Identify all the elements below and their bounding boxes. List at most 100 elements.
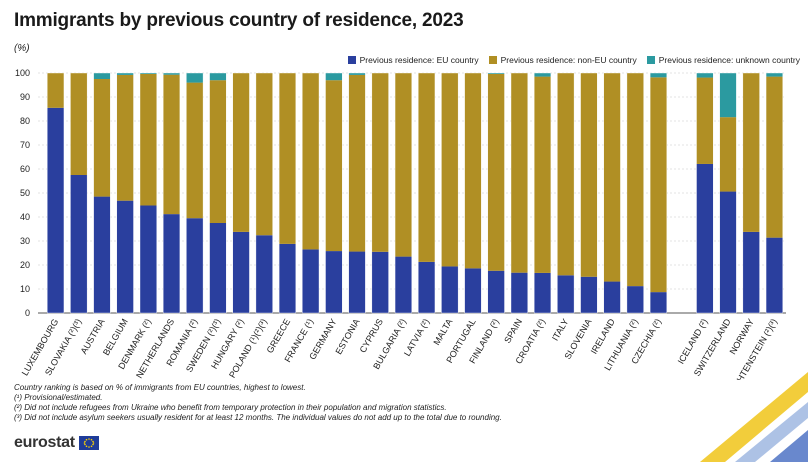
bar-segment-eu [487, 270, 505, 313]
y-tick-label: 40 [20, 212, 30, 222]
y-tick-label: 70 [20, 140, 30, 150]
legend: Previous residence: EU country Previous … [347, 55, 800, 65]
y-tick-label: 50 [20, 188, 30, 198]
footnote-provisional: (¹) Provisional/estimated. [14, 393, 103, 402]
bar-segment-non-eu [603, 73, 621, 282]
bar-outline [487, 72, 505, 314]
bar-outline [139, 72, 157, 314]
bar-segment-non-eu [186, 82, 204, 219]
legend-swatch-non-eu [488, 56, 497, 64]
bars [47, 72, 783, 314]
bar-segment-non-eu [348, 74, 366, 252]
legend-label-unknown: Previous residence: unknown country [658, 55, 800, 65]
bar-segment-non-eu [742, 73, 760, 232]
bar-segment-non-eu [580, 73, 598, 277]
bar-segment-unknown [696, 73, 714, 78]
bar-segment-unknown [209, 73, 227, 81]
bar-outline [557, 72, 575, 314]
bar-segment-non-eu [70, 73, 88, 175]
bar-segment-non-eu [626, 73, 644, 287]
bar-segment-eu [163, 214, 180, 313]
bar-segment-non-eu [487, 73, 505, 271]
bar-segment-eu [742, 231, 760, 313]
bar-segment-unknown [325, 73, 343, 81]
bar-segment-eu [719, 191, 737, 313]
bar-segment-non-eu [302, 73, 320, 250]
bar-outline [649, 72, 668, 314]
bar-outline [162, 72, 181, 314]
bar-segment-non-eu [47, 73, 64, 108]
bar-segment-non-eu [371, 73, 389, 252]
bar-segment-eu [511, 272, 528, 313]
bar-outline [603, 72, 621, 314]
y-tick-label: 60 [20, 164, 30, 174]
bar-outline [70, 72, 88, 314]
bar-outline [47, 72, 65, 314]
bar-segment-non-eu [719, 117, 737, 192]
legend-label-eu: Previous residence: EU country [359, 55, 479, 65]
bar-segment-eu [395, 256, 412, 313]
bar-segment-non-eu [696, 77, 714, 164]
bar-segment-non-eu [464, 73, 482, 269]
bar-segment-eu [464, 268, 482, 313]
bar-segment-non-eu [534, 76, 551, 273]
bar-segment-eu [70, 175, 88, 313]
bar-segment-unknown [534, 73, 551, 77]
bar-outline [93, 72, 111, 314]
bar-segment-unknown [766, 73, 783, 77]
bar-segment-non-eu [232, 73, 250, 232]
bar-segment-eu [302, 249, 320, 313]
bar-segment-non-eu [140, 73, 157, 206]
bar-segment-non-eu [163, 74, 180, 215]
bar-outline [580, 72, 598, 314]
bar-segment-eu [696, 163, 714, 313]
bar-segment-non-eu [255, 73, 273, 236]
legend-swatch-unknown [646, 56, 655, 64]
y-axis-ticks: 0 10 20 30 40 50 60 70 80 90 100 [15, 68, 30, 318]
bar-outline [371, 72, 389, 314]
bar-segment-eu [279, 243, 296, 313]
bar-segment-eu [766, 237, 783, 313]
bar-segment-non-eu [418, 73, 435, 262]
bar-outline [186, 72, 204, 314]
legend-swatch-eu [347, 56, 356, 64]
bar-segment-eu [47, 107, 64, 313]
bar-segment-eu [255, 235, 273, 313]
bar-segment-unknown [116, 73, 134, 75]
y-tick-label: 90 [20, 92, 30, 102]
bar-segment-eu [557, 275, 575, 313]
bar-outline [765, 72, 783, 314]
logo-text: eurostat [14, 434, 75, 451]
bar-segment-eu [418, 261, 435, 313]
bar-outline [348, 72, 366, 314]
bar-segment-non-eu [766, 76, 783, 238]
bar-outline [418, 72, 436, 314]
bar-outline [510, 72, 528, 314]
bar-segment-eu [534, 272, 551, 313]
bar-segment-unknown [650, 73, 667, 78]
grid-lines [38, 72, 786, 314]
bar-segment-eu [580, 276, 598, 313]
bar-segment-eu [348, 251, 366, 313]
bar-segment-unknown [163, 73, 180, 75]
chart-title: Immigrants by previous country of reside… [14, 10, 464, 31]
y-tick-label: 100 [15, 68, 30, 78]
bar-segment-non-eu [325, 80, 343, 252]
bar-outline [696, 72, 714, 314]
bar-segment-non-eu [395, 73, 412, 257]
bar-segment-eu [441, 266, 459, 313]
bar-outline [278, 72, 297, 314]
bar-segment-unknown [140, 73, 157, 74]
bar-segment-unknown [93, 73, 111, 79]
footnote-ukraine: (²) Did not include refugees from Ukrain… [14, 403, 447, 412]
bar-segment-non-eu [650, 77, 667, 293]
bar-outline [626, 72, 644, 314]
legend-item-non-eu: Previous residence: non-EU country [488, 55, 637, 65]
bar-segment-non-eu [511, 73, 528, 273]
bar-segment-non-eu [557, 73, 575, 276]
footnotes: Country ranking is based on % of immigra… [14, 383, 502, 423]
bar-segment-unknown [186, 73, 204, 83]
bar-segment-non-eu [279, 73, 296, 244]
